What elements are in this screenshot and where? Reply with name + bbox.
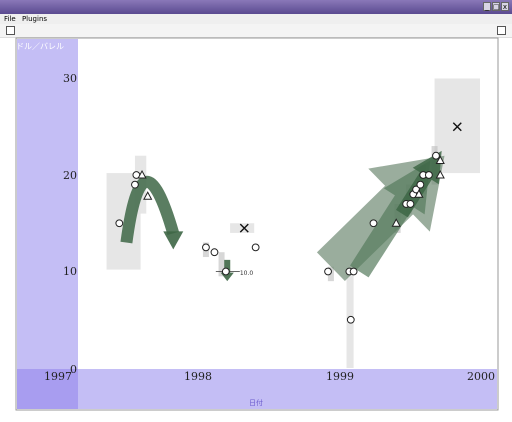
- curved-arrow-head: [163, 231, 183, 249]
- data-point-circle: [350, 268, 357, 275]
- x-tick-label: 1998: [184, 370, 212, 383]
- y-tick-label: 10: [47, 265, 77, 278]
- y-axis-band: [17, 39, 78, 369]
- data-point-circle: [407, 201, 414, 208]
- data-point-circle: [116, 220, 123, 227]
- y-tick-label: 20: [47, 169, 77, 182]
- y-axis-label: ドル／バレル: [16, 41, 64, 52]
- data-point-circle: [222, 268, 229, 275]
- range-box: [230, 223, 254, 233]
- data-point-circle: [370, 220, 377, 227]
- x-axis-label: 日付: [0, 398, 512, 408]
- data-point-circle: [417, 181, 424, 188]
- y-tick-label: 30: [47, 72, 77, 85]
- data-point-circle: [425, 172, 432, 179]
- data-point-circle: [203, 244, 210, 251]
- data-point-circle: [433, 152, 440, 159]
- data-point-circle: [211, 249, 218, 256]
- data-point-circle: [347, 316, 354, 323]
- x-tick-label: 1999: [326, 370, 354, 383]
- data-point-circle: [252, 244, 259, 251]
- annotation-label: 10.0: [240, 270, 253, 277]
- data-point-circle: [132, 181, 139, 188]
- x-tick-label: 1997: [44, 370, 72, 383]
- data-point-circle: [325, 268, 332, 275]
- x-tick-label: 2000: [467, 370, 495, 383]
